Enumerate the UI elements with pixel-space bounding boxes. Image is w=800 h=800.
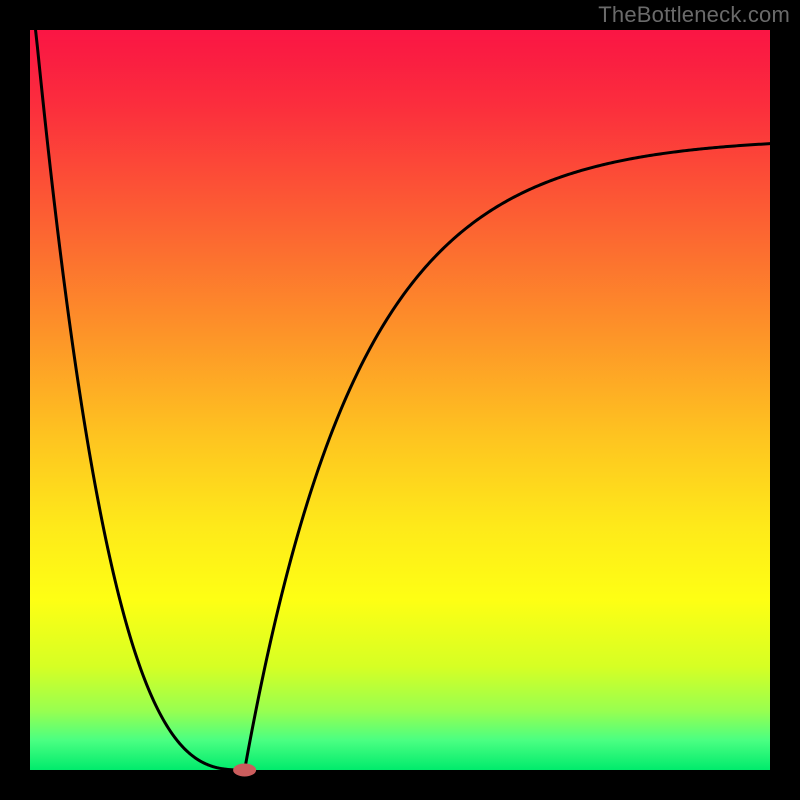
bottleneck-chart [0, 0, 800, 800]
minimum-marker [234, 764, 256, 776]
plot-background [30, 30, 770, 770]
watermark-text: TheBottleneck.com [598, 2, 790, 28]
chart-container: TheBottleneck.com [0, 0, 800, 800]
